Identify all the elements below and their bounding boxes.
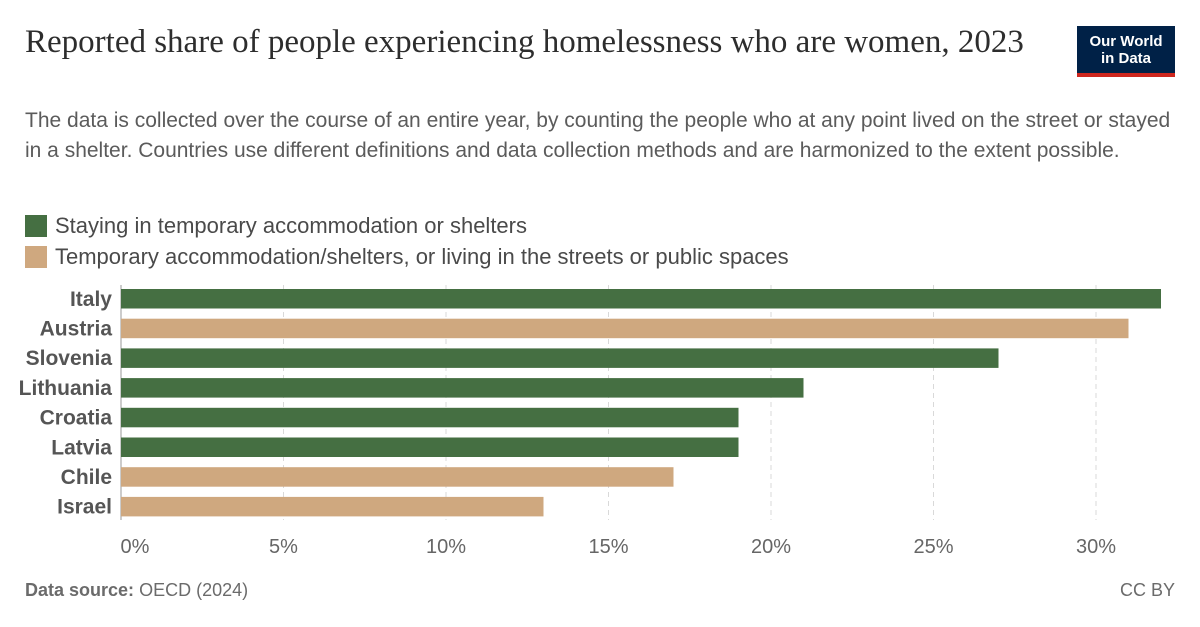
bar-austria — [121, 318, 1129, 339]
legend-item-shelters-or-streets[interactable]: Temporary accommodation/shelters, or liv… — [25, 241, 789, 272]
bar-croatia — [121, 407, 739, 428]
data-source-value: OECD (2024) — [139, 580, 249, 600]
chart-subtitle: The data is collected over the course of… — [25, 109, 1171, 162]
category-label-israel: Israel — [57, 496, 112, 519]
category-label-lithuania: Lithuania — [19, 377, 113, 400]
bar-lithuania — [121, 378, 804, 398]
bar-chile — [121, 467, 674, 487]
legend-label-shelters-or-streets: Temporary accommodation/shelters, or liv… — [55, 243, 789, 269]
data-source[interactable]: Data source: OECD (2024) — [25, 580, 248, 601]
legend: Staying in temporary accommodation or sh… — [25, 210, 789, 272]
category-label-slovenia: Slovenia — [26, 347, 113, 370]
license-link[interactable]: CC BY — [1119, 580, 1175, 600]
x-tick-label-15: 15% — [588, 536, 628, 558]
category-label-austria: Austria — [40, 317, 113, 340]
x-tick-label-0: 0% — [121, 536, 150, 558]
category-label-italy: Italy — [70, 288, 112, 311]
category-label-latvia: Latvia — [51, 436, 112, 459]
category-label-croatia: Croatia — [40, 407, 113, 430]
data-source-label: Data source: — [25, 580, 135, 600]
x-tick-label-25: 25% — [913, 536, 953, 558]
bar-slovenia — [121, 348, 999, 368]
bar-italy — [121, 289, 1161, 309]
legend-item-shelters[interactable]: Staying in temporary accommodation or sh… — [25, 210, 789, 241]
owid-logo[interactable]: Our World in Data — [1077, 26, 1175, 77]
legend-label-shelters: Staying in temporary accommodation or sh… — [55, 212, 527, 238]
logo-line-2: in Data — [1100, 50, 1151, 67]
x-tick-label-10: 10% — [426, 536, 466, 558]
bar-latvia — [121, 437, 739, 457]
bar-israel — [121, 496, 544, 517]
legend-swatch-shelters-or-streets — [25, 245, 47, 268]
logo-line-1: Our World — [1089, 33, 1163, 50]
chart-title: Reported share of people experiencing ho… — [25, 24, 1024, 60]
legend-swatch-shelters — [25, 214, 47, 237]
category-label-chile: Chile — [61, 466, 112, 489]
x-tick-label-30: 30% — [1076, 536, 1116, 558]
x-tick-label-20: 20% — [751, 536, 791, 558]
x-tick-label-5: 5% — [269, 536, 298, 558]
